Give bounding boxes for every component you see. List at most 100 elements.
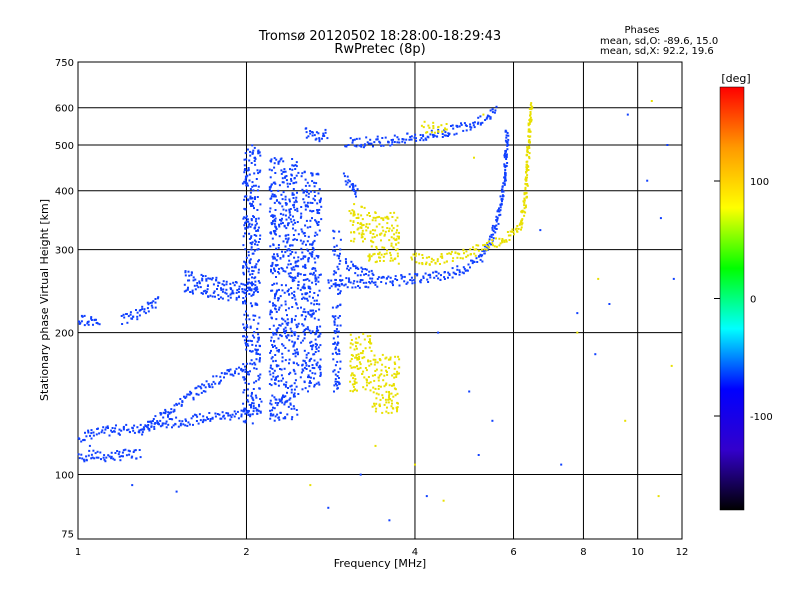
data-point-o: [372, 274, 375, 276]
data-point-x: [350, 339, 353, 341]
data-point-o: [242, 283, 245, 286]
data-point-o: [279, 202, 282, 205]
data-point-o: [303, 360, 306, 363]
data-point-x: [350, 358, 353, 360]
data-point-o: [198, 280, 201, 283]
data-point-o: [243, 207, 246, 210]
data-point-o: [250, 162, 253, 164]
data-point-o: [98, 432, 101, 435]
data-point-o: [180, 403, 183, 406]
data-point-o: [250, 235, 253, 238]
data-point-o: [234, 372, 236, 375]
data-point-o: [502, 190, 505, 193]
data-point-o: [126, 321, 129, 324]
data-point-o: [284, 347, 287, 349]
data-point-x: [362, 370, 365, 373]
data-point-o: [247, 198, 249, 201]
data-point-o: [82, 458, 85, 461]
data-point-x: [370, 255, 373, 258]
data-point-x: [527, 135, 530, 138]
data-point-o: [479, 115, 482, 118]
data-point-x: [387, 412, 390, 415]
data-point-x: [370, 342, 373, 345]
data-point-o: [377, 276, 380, 279]
data-point-o: [283, 330, 285, 333]
data-point-o: [182, 423, 185, 426]
data-point-o: [311, 345, 314, 348]
data-point-o: [253, 207, 255, 210]
data-point-o: [215, 276, 218, 279]
data-point-o: [247, 394, 250, 397]
data-point-o: [365, 281, 368, 284]
data-point-o: [282, 417, 285, 420]
data-point-o: [186, 288, 189, 291]
data-point-o: [314, 231, 317, 234]
data-point-o: [284, 214, 287, 217]
data-point-x: [384, 216, 387, 219]
data-point-o: [247, 251, 250, 254]
data-point-o: [294, 260, 297, 263]
data-point-o: [313, 317, 316, 320]
data-point-x: [394, 394, 397, 397]
data-point-o: [188, 423, 191, 426]
data-point-x: [350, 239, 353, 242]
data-point-o: [280, 193, 283, 196]
data-point-o: [307, 287, 310, 290]
data-point-x: [384, 365, 387, 368]
data-point-o: [282, 240, 285, 243]
data-point-o: [319, 344, 322, 347]
data-point-o: [286, 318, 289, 321]
data-point-o: [273, 268, 276, 271]
data-point-x: [388, 384, 391, 387]
data-point-x: [361, 236, 364, 238]
data-point-o: [420, 137, 423, 140]
data-point-o: [202, 418, 205, 421]
data-point-x: [375, 397, 378, 400]
data-point-o: [248, 232, 251, 235]
data-point-x: [360, 222, 363, 225]
data-point-o: [321, 137, 323, 140]
data-point-o: [164, 412, 167, 415]
data-point-o: [437, 129, 440, 131]
data-point-o: [185, 289, 188, 292]
data-point-o: [252, 314, 255, 317]
data-point-o: [275, 199, 278, 202]
data-point-o: [243, 407, 246, 410]
data-point-o: [252, 189, 255, 192]
data-point-o: [257, 374, 260, 377]
data-point-x: [352, 240, 355, 243]
data-point-o: [285, 322, 288, 325]
data-point-o: [281, 343, 284, 346]
data-point-x: [527, 141, 530, 144]
data-point-o: [150, 422, 153, 425]
data-point-x: [505, 240, 508, 243]
data-point-o: [479, 258, 482, 261]
data-point-o: [309, 309, 312, 312]
data-point-x: [380, 253, 383, 256]
data-point-o: [294, 265, 297, 268]
data-point-o: [251, 185, 254, 188]
data-point-o: [240, 368, 243, 371]
data-point-x: [411, 258, 414, 261]
data-point-x: [373, 235, 376, 238]
data-point-o: [225, 288, 228, 291]
data-point-o: [147, 310, 150, 313]
data-point-x: [370, 363, 373, 366]
data-point-o: [285, 209, 288, 212]
data-point-o: [286, 399, 289, 402]
data-point-o: [251, 334, 254, 337]
data-point-x: [451, 260, 454, 262]
data-point-o: [269, 159, 272, 162]
data-point-o: [292, 234, 295, 236]
data-point-o: [389, 144, 392, 147]
data-point-o: [331, 306, 334, 309]
data-point-o: [102, 456, 105, 459]
data-point-o: [470, 259, 472, 262]
data-point-o: [313, 257, 316, 260]
data-point-x: [351, 223, 354, 226]
data-point-o: [505, 134, 508, 137]
data-point-o: [481, 260, 484, 263]
data-point-o: [489, 109, 492, 112]
data-point-o: [148, 429, 151, 432]
